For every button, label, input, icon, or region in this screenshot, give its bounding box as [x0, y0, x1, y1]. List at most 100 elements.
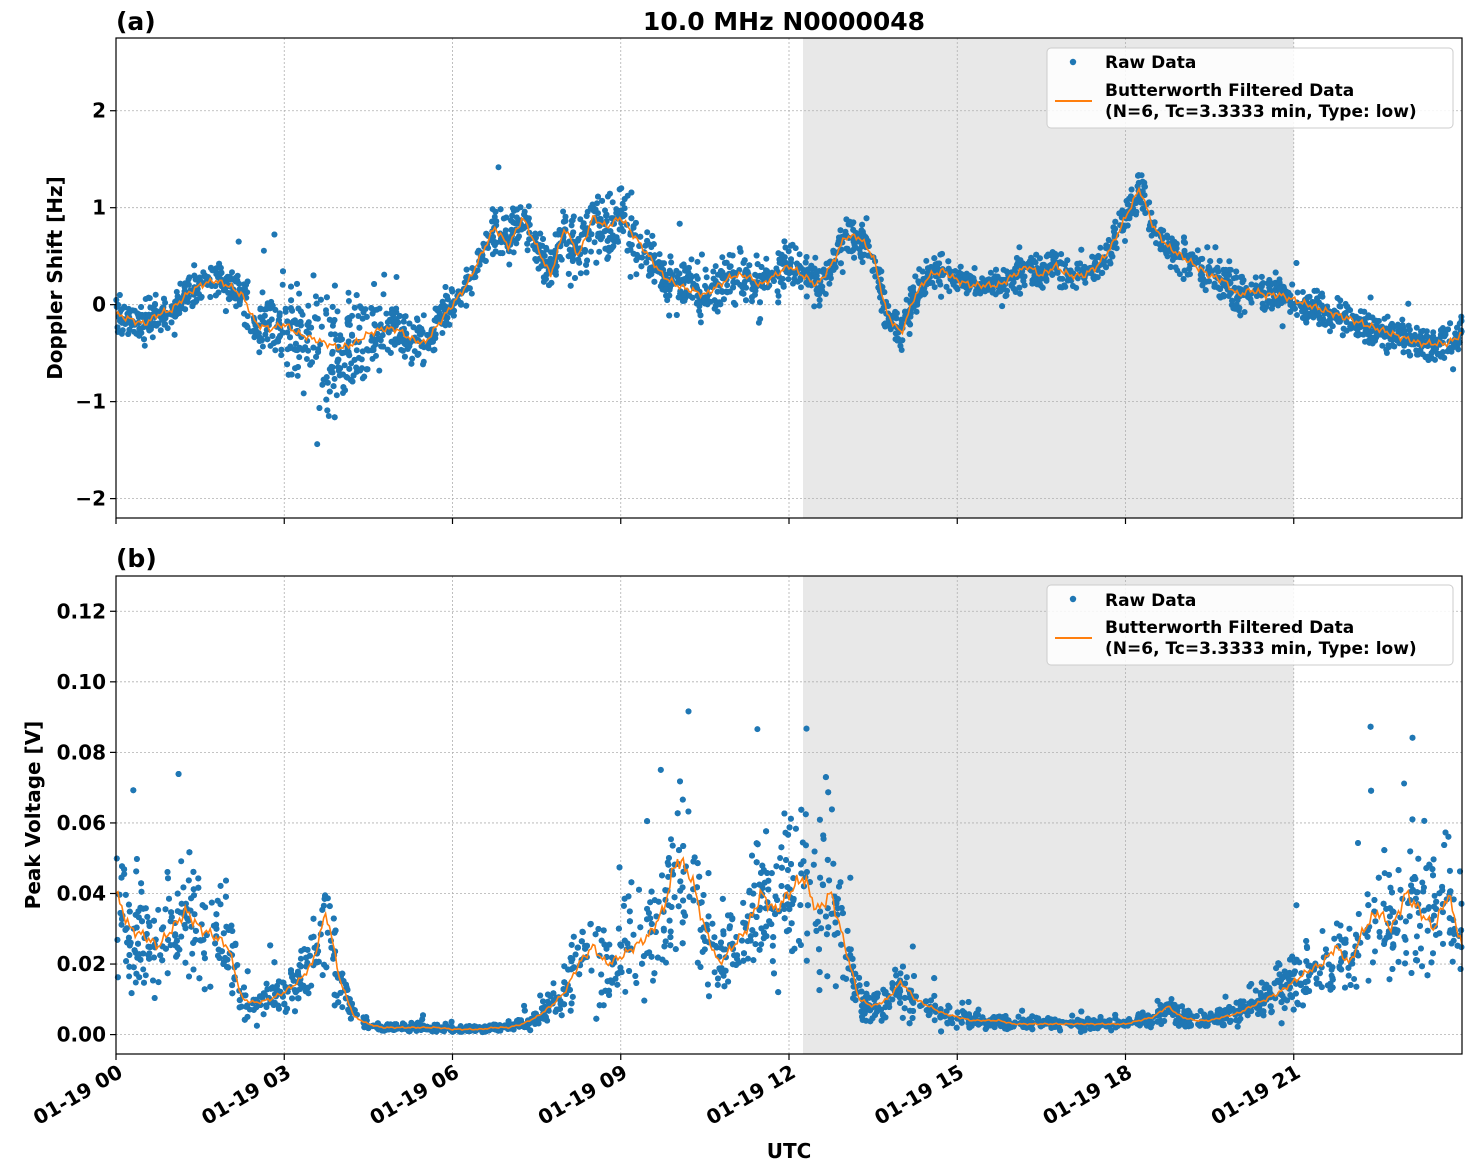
raw-point: [929, 279, 936, 286]
raw-point: [492, 208, 499, 215]
raw-point: [721, 259, 728, 266]
raw-point: [802, 259, 809, 266]
raw-point: [726, 264, 733, 271]
raw-point: [317, 341, 324, 348]
raw-point: [781, 238, 788, 245]
panel-a-legend-raw-marker: [1069, 58, 1077, 66]
raw-point: [1360, 331, 1367, 338]
raw-point: [259, 343, 266, 350]
raw-point: [923, 257, 930, 264]
raw-point: [1316, 315, 1323, 322]
raw-point: [697, 312, 704, 319]
raw-point: [647, 265, 654, 271]
raw-point: [743, 297, 749, 304]
raw-point: [1279, 323, 1286, 330]
raw-point: [513, 214, 520, 221]
raw-point: [649, 232, 656, 239]
raw-point: [651, 278, 658, 285]
raw-point: [136, 311, 143, 318]
raw-point: [288, 297, 295, 304]
raw-point: [293, 320, 300, 327]
raw-point: [676, 220, 683, 227]
raw-point: [284, 361, 291, 368]
raw-point: [852, 244, 859, 251]
raw-point: [393, 305, 400, 312]
raw-point: [492, 248, 499, 255]
raw-point: [349, 331, 355, 338]
raw-point: [777, 855, 784, 861]
raw-point: [740, 259, 747, 266]
raw-point: [1094, 274, 1101, 281]
raw-point: [837, 227, 844, 234]
raw-point: [349, 378, 356, 385]
raw-point: [1180, 276, 1187, 282]
raw-point: [945, 258, 952, 265]
raw-point: [687, 276, 694, 283]
raw-point: [314, 441, 321, 448]
raw-point: [596, 248, 603, 255]
raw-point: [1220, 292, 1227, 298]
raw-point: [989, 289, 996, 296]
raw-point: [560, 208, 567, 215]
raw-point: [1406, 326, 1413, 333]
raw-point: [466, 285, 473, 292]
raw-point: [714, 288, 721, 295]
raw-point: [595, 193, 601, 200]
raw-point: [583, 261, 590, 268]
raw-point: [650, 977, 656, 984]
raw-point: [339, 350, 346, 357]
raw-point: [1304, 294, 1311, 301]
raw-point: [594, 200, 600, 207]
raw-point: [547, 255, 554, 262]
panel-a-x-ticks: [115, 518, 1295, 524]
raw-point: [400, 318, 407, 325]
raw-point: [588, 248, 594, 255]
raw-point: [628, 215, 635, 222]
raw-point: [349, 312, 355, 319]
raw-point: [797, 276, 804, 283]
raw-point: [1340, 325, 1347, 332]
raw-point: [1011, 267, 1018, 274]
raw-point: [331, 282, 338, 289]
raw-point: [957, 263, 964, 270]
raw-point: [1369, 314, 1376, 321]
raw-point: [346, 365, 353, 372]
raw-point: [606, 190, 613, 197]
raw-point: [1169, 252, 1176, 259]
raw-point: [785, 276, 792, 283]
panel-b-voltage: 0.000.020.040.060.080.100.12 01-19 00 01-…: [21, 544, 1465, 1130]
raw-point: [323, 307, 329, 314]
raw-point: [1383, 346, 1390, 353]
raw-point: [191, 272, 198, 279]
raw-point: [353, 347, 360, 354]
raw-point: [588, 231, 595, 238]
raw-point: [906, 331, 913, 337]
raw-point: [775, 299, 782, 306]
raw-point: [425, 345, 432, 352]
raw-point: [350, 372, 357, 379]
raw-point: [1212, 244, 1219, 251]
raw-point: [816, 302, 823, 309]
raw-point: [235, 238, 242, 245]
raw-point: [1268, 305, 1275, 312]
raw-point: [278, 346, 285, 353]
raw-point: [569, 255, 576, 262]
raw-point: [1148, 232, 1155, 239]
raw-point: [758, 264, 765, 270]
raw-point: [380, 291, 387, 298]
raw-point: [1135, 172, 1141, 179]
raw-point: [1112, 218, 1119, 225]
raw-point: [371, 281, 378, 287]
raw-point: [1194, 247, 1201, 254]
raw-point: [816, 297, 823, 303]
raw-point: [328, 331, 334, 338]
raw-point: [667, 269, 674, 276]
raw-point: [1405, 348, 1412, 355]
raw-point: [292, 340, 299, 347]
raw-point: [849, 220, 856, 227]
raw-point: [701, 296, 708, 303]
raw-point: [1239, 279, 1246, 286]
raw-point: [434, 307, 441, 314]
raw-point: [420, 361, 426, 368]
raw-point: [546, 282, 552, 289]
